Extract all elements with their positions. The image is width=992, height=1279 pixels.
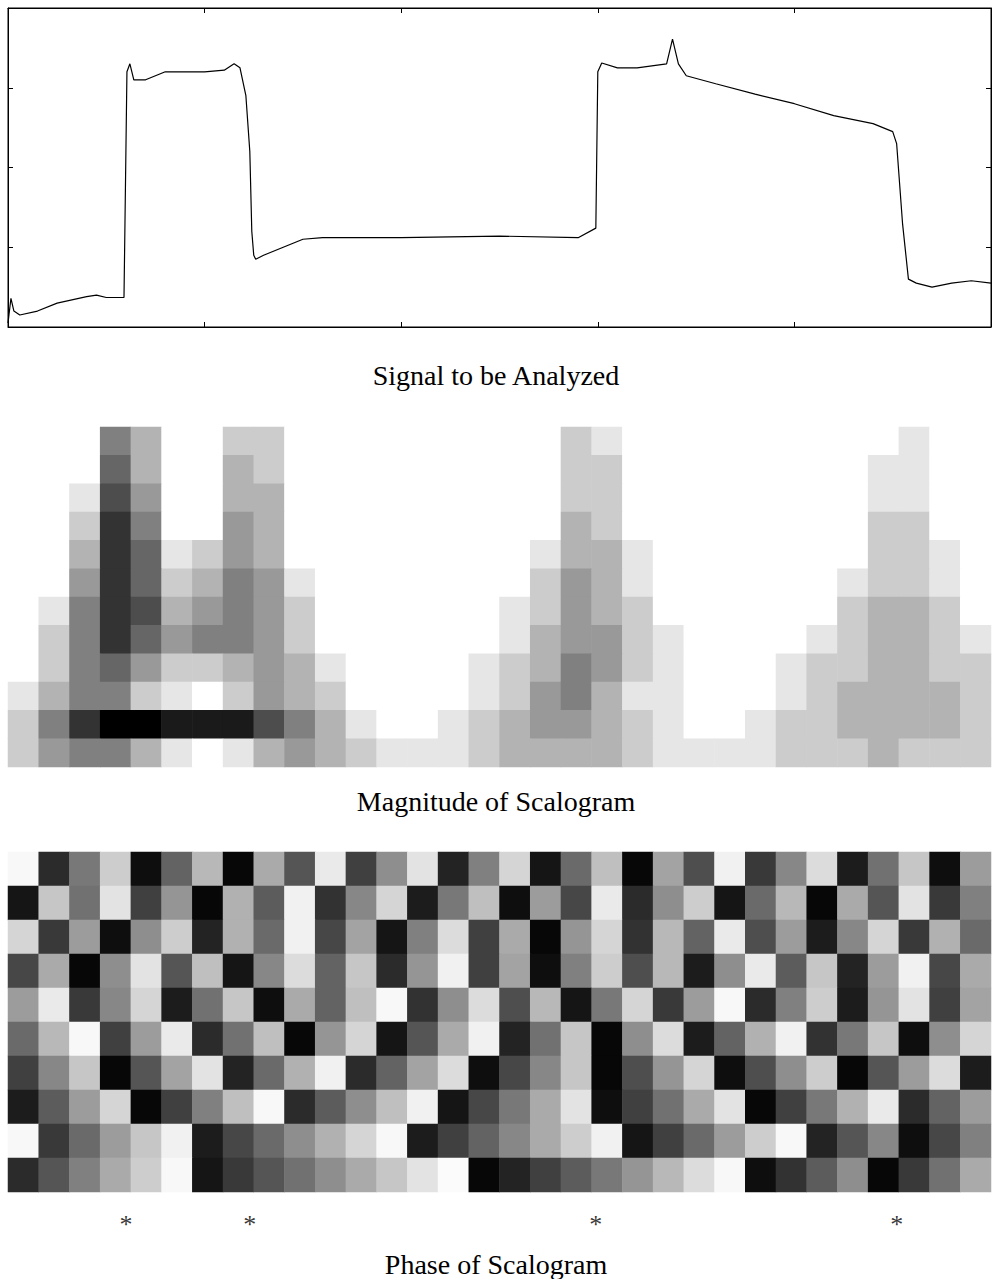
svg-text:*: * (243, 1210, 256, 1239)
svg-text:*: * (119, 1210, 132, 1239)
svg-text:*: * (890, 1210, 903, 1239)
svg-text:Magnitude of Scalogram: Magnitude of Scalogram (357, 786, 636, 817)
svg-text:Phase of Scalogram: Phase of Scalogram (385, 1249, 608, 1279)
svg-text:*: * (589, 1210, 602, 1239)
svg-text:Signal to be Analyzed: Signal to be Analyzed (373, 360, 620, 391)
